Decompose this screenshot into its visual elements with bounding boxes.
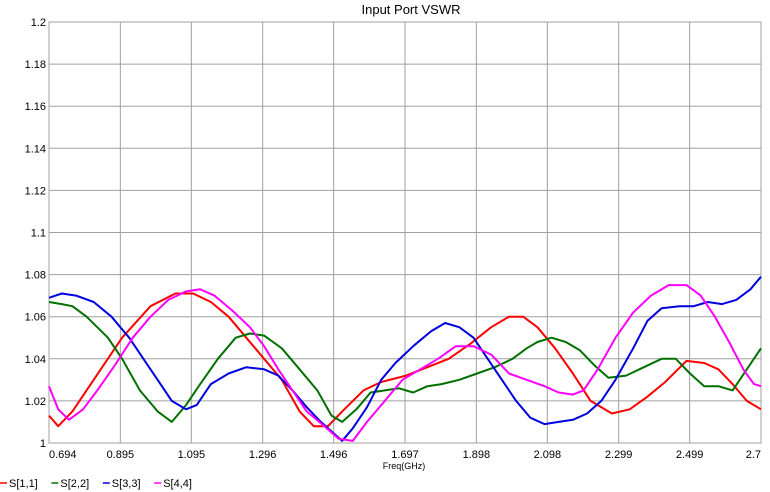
x-tick-label: 2.299	[605, 449, 633, 461]
x-tick-label: 0.694	[49, 449, 77, 461]
legend: S[1,1] S[2,2] S[3,3] S[4,4]	[0, 478, 192, 490]
x-tick-label: 2.098	[534, 449, 562, 461]
x-axis-ticks: 0.694 0.895 1.095 1.296 1.496 1.697 1.898 2.098…	[49, 449, 761, 461]
legend-item-label: S[3,3]	[112, 478, 141, 490]
x-axis-label: Freq(GHz)	[383, 461, 426, 471]
y-tick-label: 1.04	[25, 354, 46, 366]
y-tick-label: 1.06	[25, 312, 46, 324]
legend-item-label: S[1,1]	[9, 478, 38, 490]
y-tick-label: 1	[40, 438, 46, 450]
x-tick-label: 1.296	[249, 449, 277, 461]
legend-item-label: S[4,4]	[163, 478, 192, 490]
x-tick-label: 1.095	[178, 449, 206, 461]
y-tick-label: 1.08	[25, 270, 46, 282]
y-tick-label: 1.12	[25, 185, 46, 197]
series-line-s-1-1	[48, 292, 762, 428]
y-tick-label: 1.2	[31, 17, 46, 29]
series-lines	[48, 276, 762, 442]
y-tick-label: 1.16	[25, 101, 46, 113]
y-tick-label: 1.18	[25, 59, 46, 71]
series-line-s-3-3	[48, 276, 762, 442]
x-tick-label: 2.499	[676, 449, 704, 461]
x-tick-label: 1.898	[463, 449, 491, 461]
x-tick-label: 0.895	[107, 449, 135, 461]
y-tick-label: 1.1	[31, 228, 46, 240]
y-tick-label: 1.14	[25, 143, 46, 155]
x-tick-label: 1.697	[391, 449, 419, 461]
y-tick-label: 1.02	[25, 396, 46, 408]
grid-lines	[48, 21, 762, 444]
x-tick-label: 1.496	[320, 449, 348, 461]
x-tick-label: 2.7	[746, 449, 761, 461]
y-axis-ticks: 1 1.02 1.04 1.06 1.08 1.1 1.12 1.14 1.16 1.18 1.2	[25, 17, 46, 450]
series-line-s-2-2	[48, 301, 762, 423]
chart-title: Input Port VSWR	[362, 2, 461, 17]
series-line-s-4-4	[48, 284, 762, 442]
legend-item-label: S[2,2]	[60, 478, 89, 490]
